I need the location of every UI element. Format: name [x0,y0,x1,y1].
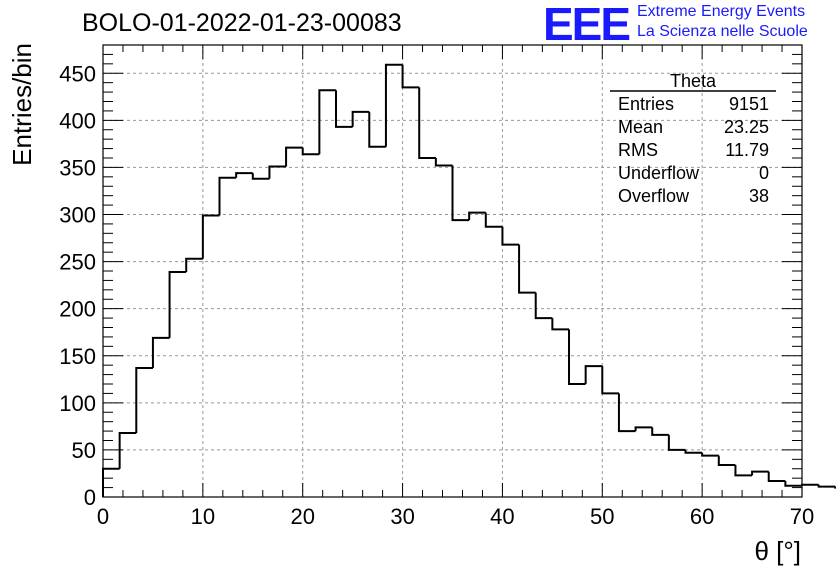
stats-value-entries: 9151 [729,94,769,114]
histogram-bin [651,427,669,436]
histogram-bin [551,318,570,331]
stats-label-entries: Entries [618,94,674,114]
stats-value-mean: 23.25 [724,117,769,137]
histogram-series [102,63,836,497]
y-tick-label: 150 [59,344,96,369]
y-tick-label: 450 [59,61,96,86]
histogram-bin [301,147,320,156]
histogram-bin [518,244,536,294]
histogram-bin [102,467,120,497]
y-tick-label: 50 [72,438,96,463]
histogram-bin [468,211,486,221]
y-tick-label: 200 [59,297,96,322]
stats-box: Theta Entries 9151 Mean 23.25 RMS 11.79 … [610,71,776,206]
histogram-bin [451,165,470,222]
tick-labels: 0 10 20 30 40 50 60 70 0 50 100 150 200 250 300 350 400 4… [59,61,814,529]
histogram-bin [684,449,703,454]
stats-label-overflow: Overflow [618,186,690,206]
histogram-bin [717,455,736,466]
x-axis-label: θ [°] [754,536,801,566]
histogram-bin [401,64,420,89]
histogram-bin [734,464,753,477]
histogram-bin [235,172,253,178]
org-name-line1: Extreme Energy Events [637,3,806,20]
histogram-bin [384,63,403,147]
histogram-bin [351,110,370,127]
histogram-bin [335,90,353,128]
histogram-bin [418,87,436,159]
y-tick-label: 350 [59,155,96,180]
histogram-bin [368,111,386,148]
stats-value-underflow: 0 [759,163,769,183]
histogram-bin [834,486,836,489]
histogram-bin [201,214,220,259]
eee-logo: EEE [543,0,631,50]
histogram-bin [434,158,453,167]
x-tick-label: 0 [97,504,109,529]
stats-title: Theta [670,71,717,91]
histogram-bin [584,365,603,384]
x-tick-label: 30 [390,504,414,529]
stats-value-rms: 11.79 [725,140,769,160]
histogram-bin [251,173,270,180]
histogram-bin [185,257,203,272]
histogram-bin [667,434,686,451]
x-tick-label: 20 [290,504,314,529]
stats-label-underflow: Underflow [618,163,700,183]
x-tick-label: 60 [690,504,714,529]
y-tick-label: 0 [84,485,96,510]
histogram-bin [135,366,153,433]
histogram-bin [751,470,769,476]
histogram-bin [218,176,237,216]
stats-label-mean: Mean [618,117,663,137]
plot-frame [102,44,803,498]
x-tick-label: 70 [790,504,814,529]
histogram-bin [268,165,287,179]
histogram-bin [617,393,636,433]
stats-value-overflow: 38 [749,186,769,206]
histogram-bin [118,431,137,469]
histogram-bin [534,292,553,320]
y-tick-label: 250 [59,250,96,275]
org-name-line2: La Scienza nelle Scuole [637,23,808,40]
histogram-bin [568,329,586,385]
y-tick-label: 300 [59,203,96,228]
chart-title: BOLO-01-2022-01-23-00083 [82,9,402,37]
histogram-bin [501,226,520,246]
y-axis-label: Entries/bin [7,43,37,166]
histogram-bin [168,270,187,338]
x-tick-label: 40 [490,504,514,529]
histogram-bin [767,471,786,482]
y-tick-label: 100 [59,391,96,416]
histogram-bin [484,212,503,228]
histogram-bin [701,452,719,457]
axis-ticks [102,44,803,498]
histogram-bin [601,366,619,395]
histogram-bin [784,480,803,487]
x-tick-label: 50 [590,504,614,529]
histogram-bin [634,426,653,432]
y-tick-label: 400 [59,108,96,133]
stats-label-rms: RMS [618,140,658,160]
histogram-bin [151,336,170,368]
histogram-bin [318,89,337,155]
x-tick-label: 10 [191,504,215,529]
histogram-bin [817,484,836,488]
grid-lines [103,45,802,497]
histogram-bin [801,483,819,486]
histogram-bin [285,146,303,167]
